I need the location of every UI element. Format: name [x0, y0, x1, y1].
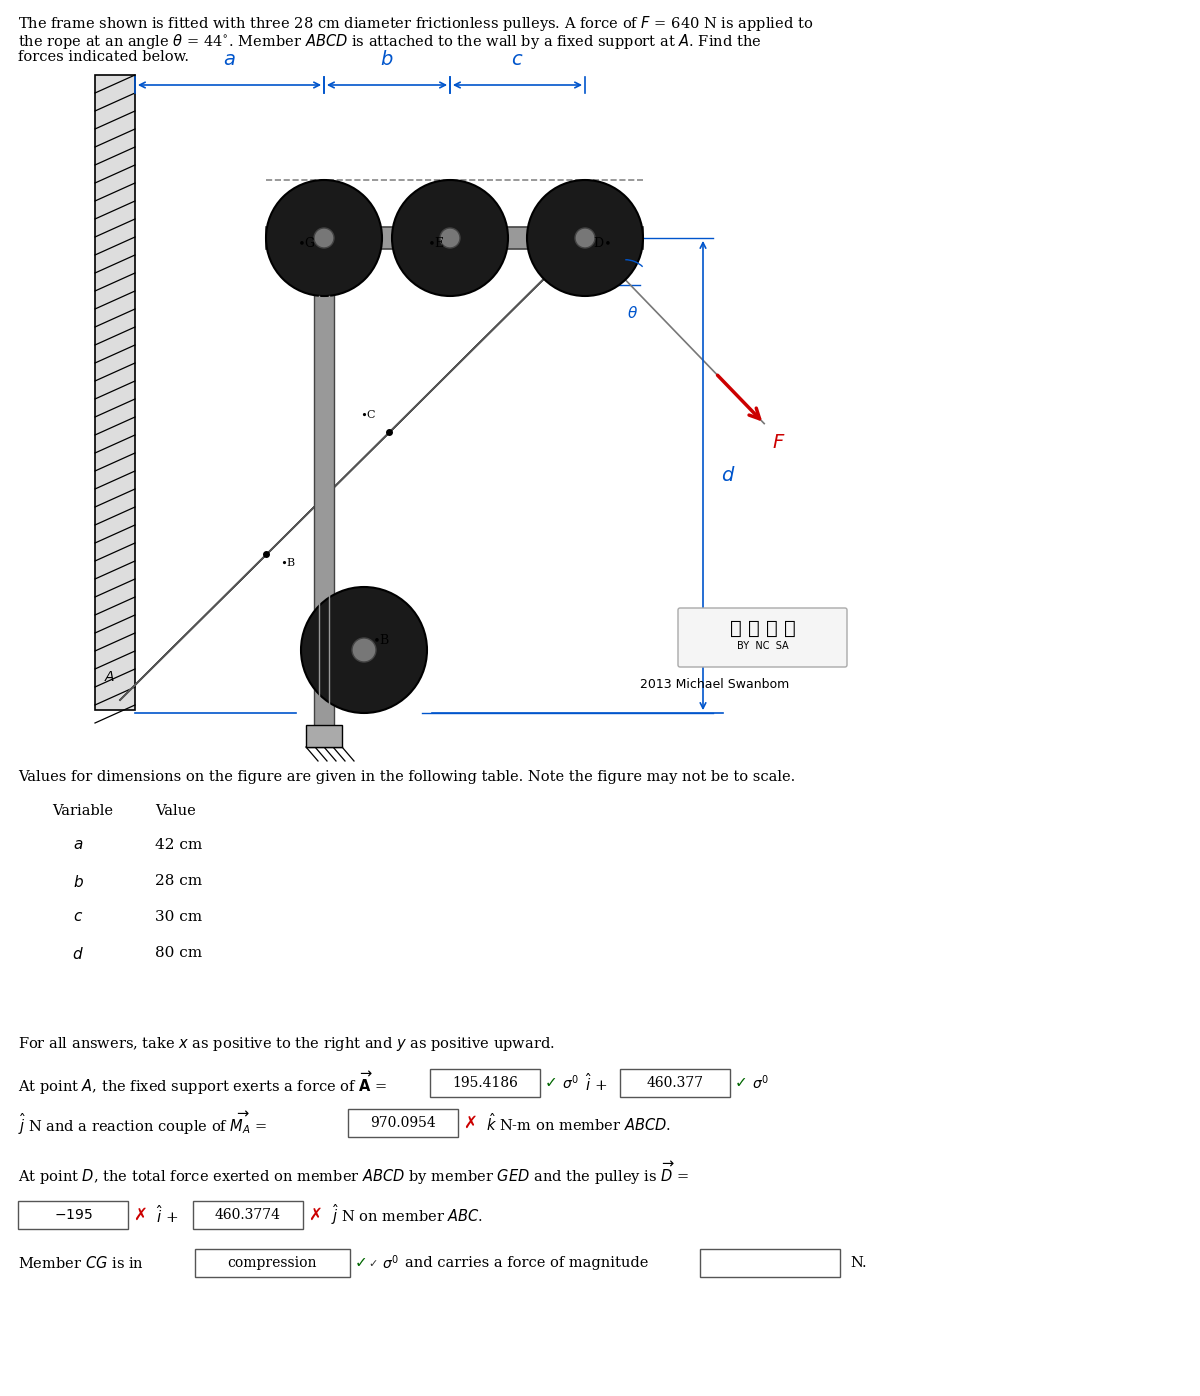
Text: $\sigma^0$: $\sigma^0$	[382, 1254, 398, 1272]
Text: ✓: ✓	[545, 1075, 558, 1090]
Bar	[700, 1249, 840, 1277]
Circle shape	[392, 180, 508, 296]
Text: $\hat{j}$ N and a reaction couple of $\overrightarrow{M_A}$ =: $\hat{j}$ N and a reaction couple of $\o…	[18, 1110, 268, 1136]
Circle shape	[314, 228, 334, 248]
Text: ✗: ✗	[308, 1206, 322, 1224]
Text: $F$: $F$	[773, 434, 786, 451]
Text: ✗: ✗	[463, 1114, 476, 1132]
Text: Values for dimensions on the figure are given in the following table. Note the f: Values for dimensions on the figure are …	[18, 771, 796, 785]
Text: compression: compression	[228, 1256, 317, 1270]
Text: At point $A$, the fixed support exerts a force of $\overrightarrow{\mathbf{A}}$ : At point $A$, the fixed support exerts a…	[18, 1069, 386, 1097]
Text: $c$: $c$	[511, 52, 523, 68]
Text: $b$: $b$	[380, 50, 394, 68]
Bar	[194, 1249, 350, 1277]
Text: 195.4186: 195.4186	[452, 1076, 518, 1090]
Text: N.: N.	[850, 1256, 866, 1270]
Text: ⓒ ⓘ ⓢ ⓞ: ⓒ ⓘ ⓢ ⓞ	[730, 618, 796, 638]
Text: $\sigma^0$: $\sigma^0$	[562, 1074, 578, 1092]
Bar	[620, 1069, 730, 1097]
Text: D$\bullet$: D$\bullet$	[593, 236, 611, 250]
Circle shape	[575, 228, 595, 248]
Text: $\sigma^0$: $\sigma^0$	[752, 1074, 769, 1092]
Bar	[348, 1108, 458, 1136]
Text: For all answers, take $x$ as positive to the right and $y$ as positive upward.: For all answers, take $x$ as positive to…	[18, 1034, 554, 1053]
Text: $a$: $a$	[73, 838, 83, 852]
Bar	[430, 1069, 540, 1097]
Text: 460.3774: 460.3774	[215, 1208, 281, 1222]
Text: $\hat{i}$ +: $\hat{i}$ +	[586, 1072, 607, 1094]
Text: 28 cm: 28 cm	[155, 874, 202, 888]
Text: 2013 Michael Swanbom: 2013 Michael Swanbom	[640, 678, 790, 691]
Text: the rope at an angle $\theta$ = 44$^{\circ}$. Member $ABCD$ is attached to the w: the rope at an angle $\theta$ = 44$^{\ci…	[18, 32, 762, 52]
Text: $d$: $d$	[72, 946, 84, 962]
Circle shape	[352, 638, 376, 662]
Text: 460.377: 460.377	[647, 1076, 703, 1090]
Bar	[306, 725, 342, 747]
Bar	[193, 1201, 302, 1228]
Text: Value: Value	[155, 804, 196, 818]
Text: 30 cm: 30 cm	[155, 910, 202, 924]
Text: $d$: $d$	[721, 466, 736, 484]
Text: The frame shown is fitted with three 28 cm diameter frictionless pulleys. A forc: The frame shown is fitted with three 28 …	[18, 14, 814, 34]
Text: $\hat{k}$ N-m on member $ABCD$.: $\hat{k}$ N-m on member $ABCD$.	[486, 1113, 671, 1134]
Text: $\hat{j}$ N on member $ABC$.: $\hat{j}$ N on member $ABC$.	[331, 1202, 484, 1227]
Text: $\checkmark$: $\checkmark$	[368, 1258, 378, 1268]
Text: $a$: $a$	[223, 52, 236, 68]
Text: $A$: $A$	[103, 670, 115, 684]
Text: $c$: $c$	[73, 910, 83, 924]
Text: $b$: $b$	[72, 874, 84, 891]
Text: $\bullet$E: $\bullet$E	[427, 236, 445, 250]
Text: Member $CG$ is in: Member $CG$ is in	[18, 1255, 144, 1270]
Circle shape	[301, 586, 427, 713]
Text: Variable: Variable	[52, 804, 113, 818]
Text: At point $D$, the total force exerted on member $ABCD$ by member $GED$ and the p: At point $D$, the total force exerted on…	[18, 1160, 689, 1187]
Text: $\bullet$G: $\bullet$G	[298, 236, 316, 250]
Circle shape	[440, 228, 460, 248]
Text: 970.0954: 970.0954	[370, 1115, 436, 1129]
Text: $\theta$: $\theta$	[628, 304, 638, 321]
Text: and carries a force of magnitude: and carries a force of magnitude	[406, 1256, 648, 1270]
Text: BY  NC  SA: BY NC SA	[737, 641, 788, 651]
Text: $\hat{i}$ +: $\hat{i}$ +	[156, 1203, 179, 1226]
Text: 80 cm: 80 cm	[155, 946, 202, 960]
Text: $\bullet$B: $\bullet$B	[372, 632, 390, 646]
Circle shape	[527, 180, 643, 296]
Bar	[266, 228, 643, 248]
Bar	[314, 248, 334, 732]
FancyBboxPatch shape	[678, 609, 847, 667]
Text: $\bullet$B: $\bullet$B	[280, 556, 296, 568]
Text: $\bullet$C: $\bullet$C	[360, 408, 377, 420]
Text: ✗: ✗	[133, 1206, 146, 1224]
Text: $-195$: $-195$	[54, 1208, 92, 1222]
Text: 42 cm: 42 cm	[155, 838, 203, 852]
Polygon shape	[120, 228, 595, 701]
Bar	[95, 75, 134, 711]
Bar	[18, 1201, 128, 1228]
Text: ✓: ✓	[355, 1255, 367, 1270]
Text: forces indicated below.: forces indicated below.	[18, 50, 190, 64]
Circle shape	[266, 180, 382, 296]
Text: ✓: ✓	[734, 1075, 748, 1090]
